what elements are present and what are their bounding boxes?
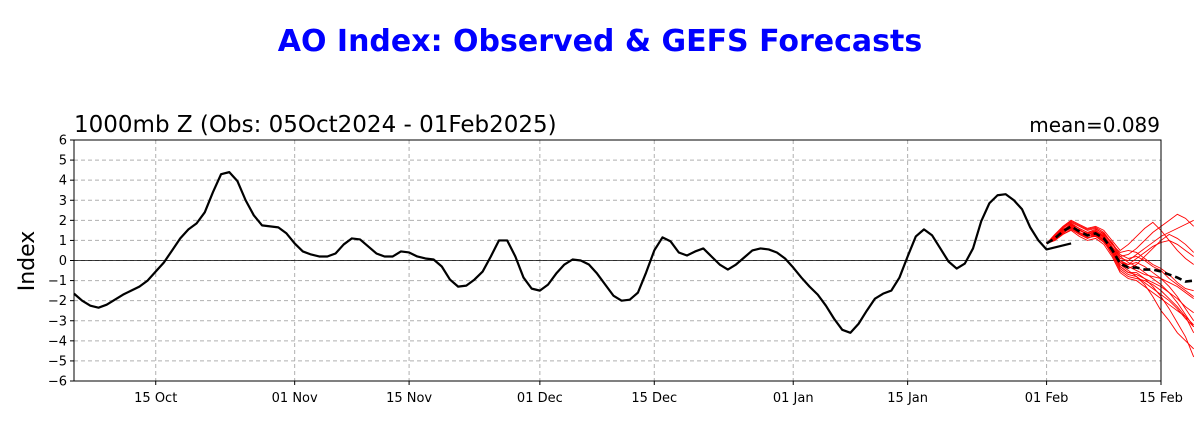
y-tick-label: 0 [59,254,67,269]
y-tick-label: 4 [59,174,67,189]
y-tick-label: −3 [48,314,67,329]
y-tick-label: 3 [59,194,67,209]
x-tick-label: 15 Jan [887,391,928,406]
y-tick-label: 1 [59,234,67,249]
y-tick-label: 5 [59,154,67,169]
ensemble-member-line [1046,229,1195,326]
y-tick-label: −6 [48,375,67,390]
y-tick-label: −1 [48,274,67,289]
ensemble-member-line [1046,227,1195,334]
x-tick-label: 15 Oct [134,391,177,406]
y-tick-label: −5 [48,354,67,369]
ensemble-member-line [1046,226,1195,358]
ensemble-member-line [1046,222,1194,300]
x-tick-label: 01 Jan [773,391,814,406]
x-tick-label: 01 Feb [1025,391,1069,406]
plot-area-frame [73,139,1162,382]
ensemble-member-line [1046,224,1194,266]
observed-line [73,171,1072,334]
chart-title: AO Index: Observed & GEFS Forecasts [278,24,922,59]
x-tick-label: 15 Dec [631,391,677,406]
y-axis-ticks: −6 −5 −4 −3 −2 −1 0 1 2 3 4 5 6 [48,134,74,390]
x-axis-ticks: 15 Oct 01 Nov 15 Nov 01 Dec 15 Dec 01 Jan 15 J… [134,381,1183,406]
y-axis-label: Index [15,231,40,292]
ensemble-member-line [1046,221,1194,298]
ensemble-member-line [1046,228,1195,328]
y-tick-label: −2 [48,294,67,309]
plot-series [73,171,1195,358]
x-tick-label: 01 Nov [272,391,318,406]
ensemble-mean-line [1045,224,1194,283]
x-tick-label: 01 Dec [517,391,563,406]
x-tick-label: 15 Nov [386,391,432,406]
chart-subtitle-left: 1000mb Z (Obs: 05Oct2024 - 01Feb2025) [74,112,557,138]
chart-subtitle-right: mean=0.089 [1029,113,1160,137]
x-tick-label: 15 Feb [1139,391,1183,406]
y-tick-label: 6 [59,134,67,149]
ensemble-member-line [1046,220,1195,328]
grid-lines [74,140,1161,381]
y-tick-label: 2 [59,214,67,229]
y-tick-label: −4 [48,334,67,349]
